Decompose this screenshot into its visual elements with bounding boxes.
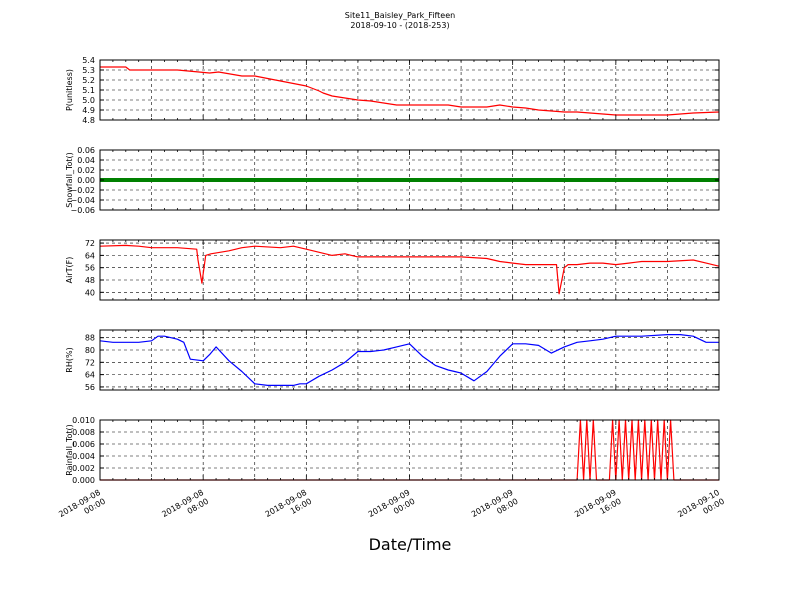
y-axis-label: AirT(F) — [65, 257, 74, 284]
series-line-1 — [99, 244, 720, 295]
y-tick-label: 4.9 — [82, 106, 95, 115]
y-tick-label: 0.006 — [72, 440, 95, 449]
y-tick-label: 0.00 — [77, 176, 95, 185]
subplot-5: 0.010 0.008 0.006 0.004 0.002 0.000Rainfall_T… — [57, 416, 726, 528]
x-tick-label: 2018-09-0808:00 — [160, 488, 210, 528]
subplot-2: 0.060.040.020.00−0.02−0.04−0.06Snowfall_… — [65, 146, 720, 215]
y-tick-label: 0.06 — [77, 146, 95, 155]
y-axis-label: RH(%) — [65, 347, 74, 372]
subplot-4: 88 80 72 64 56 RH(%) — [65, 329, 720, 392]
y-tick-label: 80 — [85, 346, 95, 355]
y-tick-label: 0.000 — [72, 476, 95, 485]
y-tick-label: −0.04 — [70, 196, 95, 205]
x-tick-label: 2018-09-0916:00 — [573, 488, 623, 528]
chart-subtitle: 2018-09-10 - (2018-253) — [350, 21, 450, 30]
y-tick-label: 64 — [85, 371, 95, 380]
x-tick-label: 2018-09-0908:00 — [470, 488, 520, 528]
x-tick-label: 2018-09-1000:00 — [676, 488, 726, 528]
y-tick-label: 56 — [85, 383, 95, 392]
y-tick-label: −0.02 — [70, 186, 95, 195]
y-tick-label: −0.06 — [70, 206, 95, 215]
y-tick-label: 40 — [85, 288, 95, 297]
y-tick-label: 56 — [85, 264, 95, 273]
y-tick-label: 0.008 — [72, 428, 95, 437]
y-tick-label: 88 — [85, 334, 95, 343]
y-tick-label: 0.02 — [77, 166, 95, 175]
y-tick-label: 0.04 — [77, 156, 95, 165]
y-tick-label: 64 — [85, 251, 95, 260]
y-tick-label: 0.004 — [72, 452, 95, 461]
y-tick-label: 72 — [85, 358, 95, 367]
y-tick-label: 72 — [85, 239, 95, 248]
x-tick-label: 2018-09-0800:00 — [57, 488, 107, 528]
x-axis-label: Date/Time — [368, 535, 452, 554]
x-tick-label: 2018-09-0816:00 — [264, 488, 314, 528]
y-tick-label: 48 — [85, 276, 95, 285]
y-tick-label: 5.1 — [82, 86, 95, 95]
series-line-1 — [100, 419, 719, 481]
x-tick-label: 2018-09-0900:00 — [367, 488, 417, 528]
subplot-1: 5.45.35.25.15.04.94.8 P(unitless) — [65, 56, 720, 125]
y-tick-label: 5.3 — [82, 66, 95, 75]
y-tick-label: 4.8 — [82, 116, 95, 125]
subplot-3: 72 64 56 48 40 AirT(F) — [65, 239, 720, 301]
y-tick-label: 0.010 — [72, 416, 95, 425]
series-line-1 — [100, 66, 720, 116]
y-axis-label: Snowfall_Tot() — [65, 152, 74, 208]
y-axis-label: P(unitless) — [65, 69, 74, 111]
y-tick-label: 5.0 — [82, 96, 95, 105]
series-line-1 — [99, 334, 719, 386]
y-tick-label: 0.002 — [72, 464, 95, 473]
y-axis-label: Rainfall_Tot() — [65, 424, 74, 476]
chart-title: Site11_Baisley_Park_Fifteen — [344, 11, 456, 20]
y-tick-label: 5.4 — [82, 56, 95, 65]
y-tick-label: 5.2 — [82, 76, 95, 85]
